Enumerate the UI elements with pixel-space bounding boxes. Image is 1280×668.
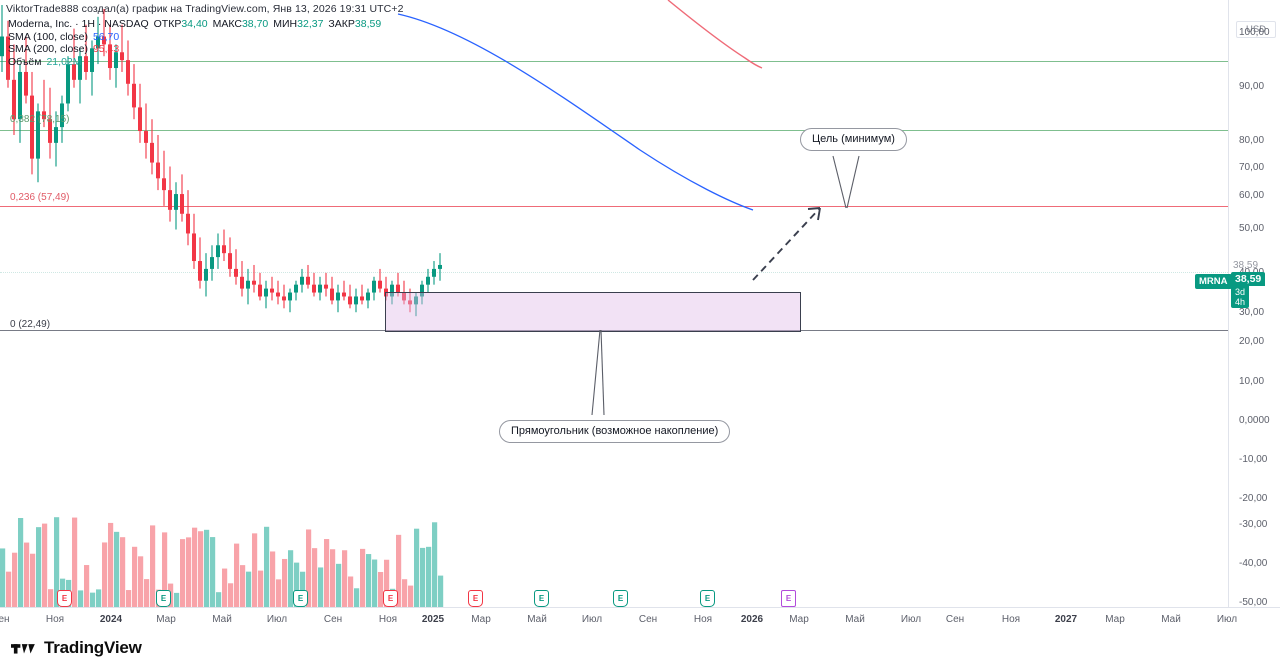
price-axis-tick: 100,00 [1239, 27, 1270, 38]
price-axis-tick: 80,00 [1239, 135, 1265, 146]
price-axis-tick: -50,00 [1239, 597, 1268, 608]
price-axis-tick: -10,00 [1239, 454, 1268, 465]
legend-symbol[interactable]: Moderna, Inc. · 1H · NASDAQ [8, 18, 149, 30]
legend-sma200-label: SMA (200, close) [8, 43, 88, 55]
time-axis-tick: 2024 [99, 614, 123, 625]
legend-sma100-label: SMA (100, close) [8, 30, 88, 43]
time-axis-tick: Июл [581, 614, 603, 625]
earnings-marker[interactable]: E [57, 590, 72, 607]
time-axis-tick: Мар [156, 614, 176, 625]
time-axis-tick: Май [527, 614, 547, 625]
legend-sma200-row[interactable]: SMA (200, close) 95,43 [8, 43, 381, 56]
time-axis-tick: Сен [945, 614, 965, 625]
legend-low-label: МИН [273, 18, 298, 30]
time-axis-tick: Ноя [45, 614, 65, 625]
time-axis-tick: Сен [638, 614, 658, 625]
time-axis-tick: Май [212, 614, 232, 625]
chart-legend: Moderna, Inc. · 1H · NASDAQ ОТКР34,40 МАКС… [8, 18, 381, 68]
price-axis-tick: 20,00 [1239, 336, 1265, 347]
price-axis-tick: -20,00 [1239, 493, 1268, 504]
time-axis-tick: Июл [266, 614, 288, 625]
time-axis-tick: 2025 [421, 614, 445, 625]
legend-volume-value: 21,02M [46, 55, 82, 68]
price-axis-tick: 30,00 [1239, 307, 1265, 318]
earnings-marker[interactable]: E [293, 590, 308, 607]
price-tag-ghost: 38,59 [1233, 260, 1259, 271]
legend-symbol-row[interactable]: Moderna, Inc. · 1H · NASDAQ ОТКР34,40 МАКС… [8, 18, 381, 31]
time-axis-tick: Мар [1105, 614, 1125, 625]
time-axis-tick: ен [0, 614, 10, 625]
tradingview-logo-text: TradingView [44, 638, 142, 657]
tradingview-logo-icon [11, 641, 37, 656]
price-axis-tick: 0,0000 [1239, 415, 1270, 426]
time-axis-tick: Сен [323, 614, 343, 625]
price-axis-tick: 90,00 [1239, 81, 1265, 92]
price-tag-countdown: 3d 4h [1231, 286, 1250, 308]
earnings-marker[interactable]: E [383, 590, 398, 607]
time-axis-tick: Мар [471, 614, 491, 625]
time-axis-tick: Ноя [1001, 614, 1021, 625]
legend-sma100-row[interactable]: SMA (100, close) 56,70 [8, 31, 381, 44]
legend-high-label: МАКС [212, 18, 242, 30]
earnings-marker[interactable]: E [613, 590, 628, 607]
legend-high-value: 38,70 [241, 18, 269, 30]
chart-attribution: ViktorTrade888 создал(а) график на Tradi… [6, 3, 404, 15]
legend-sma100-value: 56,70 [92, 30, 120, 43]
rectangle-accumulation-zone[interactable] [385, 292, 801, 332]
time-axis-tick: 2026 [740, 614, 764, 625]
price-axis-tick: 70,00 [1239, 162, 1265, 173]
time-axis-tick: Мар [789, 614, 809, 625]
fib-label-0236: 0,236 (57,49) [10, 192, 70, 203]
price-axis-tick: -30,00 [1239, 519, 1268, 530]
fib-label-0: 0 (22,49) [10, 319, 51, 330]
price-axis-tick: 60,00 [1239, 190, 1265, 201]
callout-rectangle[interactable]: Прямоугольник (возможное накопление) [499, 420, 731, 443]
volume-pane-divider [0, 272, 1228, 273]
level-line-fib-0236 [0, 206, 1228, 207]
time-axis-tick: Ноя [693, 614, 713, 625]
time-axis-tick: 2027 [1054, 614, 1078, 625]
time-axis-tick: Ноя [378, 614, 398, 625]
legend-close-label: ЗАКР [328, 18, 355, 30]
price-axis-currency: USD [1236, 21, 1276, 38]
fib-label-0382: 0,382 (78,15) [10, 114, 70, 125]
time-axis-tick: Июл [900, 614, 922, 625]
time-axis[interactable]: ен Ноя 2024 Мар Май Июл Сен Ноя 2025 Мар Май Июл Сен… [0, 607, 1280, 634]
time-axis-tick: Май [1161, 614, 1181, 625]
legend-volume-row[interactable]: Объём 21,02M [8, 56, 381, 69]
price-tag-symbol: MRNA [1195, 274, 1232, 289]
legend-sma200-value: 95,43 [92, 43, 120, 55]
price-axis[interactable]: USD 100,0090,0080,0070,0060,0050,0040,00… [1195, 0, 1280, 608]
level-line-fib-0 [0, 330, 1228, 331]
legend-open-label: ОТКР [153, 18, 182, 30]
legend-volume-label: Объём [8, 55, 42, 68]
earnings-marker[interactable]: E [781, 590, 796, 607]
tradingview-logo: TradingView [11, 638, 142, 658]
price-axis-tick: 10,00 [1239, 376, 1265, 387]
earnings-marker[interactable]: E [156, 590, 171, 607]
time-axis-tick: Июл [1216, 614, 1238, 625]
chart-pane[interactable]: 0,382 (78,15) 0,236 (57,49) 0 (22,49) [0, 0, 1228, 607]
legend-close-value: 38,59 [354, 18, 382, 30]
time-axis-tick: Май [845, 614, 865, 625]
earnings-marker[interactable]: E [700, 590, 715, 607]
callout-target[interactable]: Цель (минимум) [800, 128, 907, 151]
legend-low-value: 32,37 [297, 18, 324, 30]
earnings-marker[interactable]: E [468, 590, 483, 607]
price-tag-price: 38,59 [1231, 272, 1266, 286]
level-line-fib-0382 [0, 130, 1228, 131]
legend-open-value: 34,40 [181, 18, 208, 30]
price-axis-tick: 50,00 [1239, 223, 1265, 234]
price-axis-tick: -40,00 [1239, 558, 1268, 569]
earnings-marker[interactable]: E [534, 590, 549, 607]
